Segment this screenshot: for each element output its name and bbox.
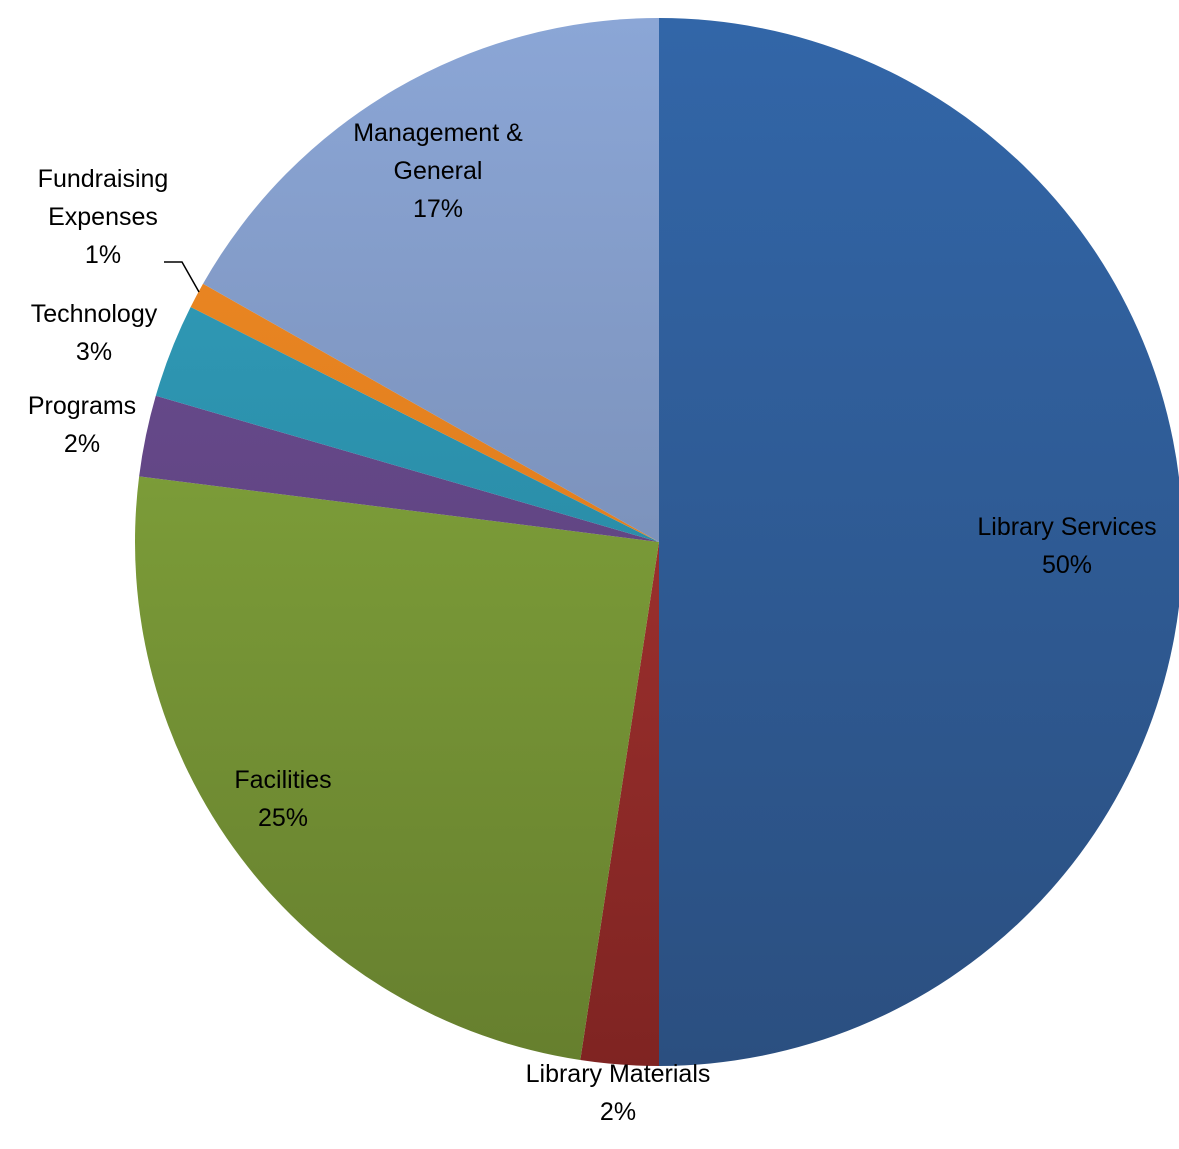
slice-percent: 25%: [258, 804, 308, 832]
slice-labels: Library Services 50% Library Materials 2% Fa…: [28, 119, 1157, 1126]
slice-label-management-general: Management & General 17%: [353, 119, 523, 223]
slice-name-line: Library Materials: [526, 1060, 711, 1088]
slice-label-programs: Programs 2%: [28, 392, 136, 458]
pie-slices: [134, 18, 1179, 1066]
slice-percent: 2%: [600, 1098, 636, 1126]
slice-name-line: Management &: [353, 119, 523, 147]
leader-line: [164, 261, 200, 293]
slice-label-technology: Technology 3%: [31, 300, 158, 366]
slice-percent: 3%: [76, 338, 112, 366]
slice-name-line: Facilities: [234, 766, 331, 794]
label-leaders: [164, 261, 200, 293]
pie-slice-library-services: [659, 18, 1179, 1066]
pie-slice-fundraising-expenses: [190, 283, 659, 542]
slice-label-fundraising-expenses: Fundraising Expenses 1%: [38, 165, 169, 269]
slice-percent: 50%: [1042, 551, 1092, 579]
slice-label-library-materials: Library Materials 2%: [526, 1060, 711, 1126]
slice-label-library-services: Library Services 50%: [977, 513, 1156, 579]
slice-name-line: Technology: [31, 300, 158, 328]
slice-percent: 17%: [413, 195, 463, 223]
pie-slice-programs: [139, 395, 659, 542]
slice-name-line: Expenses: [48, 203, 158, 231]
pie-slice-technology: [155, 307, 659, 542]
pie-slice-facilities: [134, 476, 660, 1061]
pie-slice-library-materials: [580, 542, 659, 1066]
slice-percent: 1%: [85, 241, 121, 269]
slice-label-facilities: Facilities 25%: [234, 766, 331, 832]
slice-name-line: General: [394, 157, 483, 185]
slice-name-line: Fundraising: [38, 165, 169, 193]
slice-name-line: Programs: [28, 392, 136, 420]
slice-percent: 2%: [64, 430, 100, 458]
pie-slice-management-general: [203, 18, 659, 542]
slice-name-line: Library Services: [977, 513, 1156, 541]
